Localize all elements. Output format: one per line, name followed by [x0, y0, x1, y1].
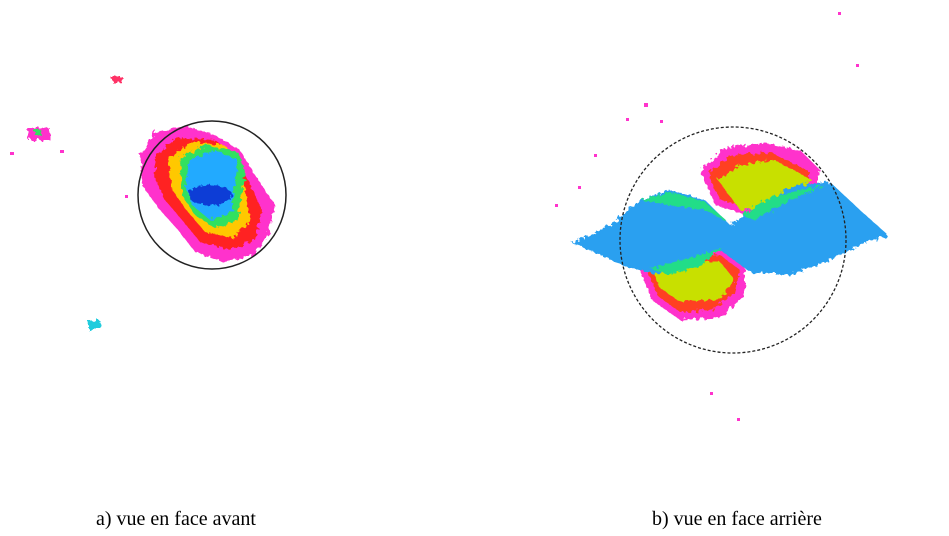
panel-b-specks [555, 12, 859, 421]
panel-b-circle [619, 126, 847, 354]
panel-b-image [572, 143, 888, 320]
panel-a-circle [137, 120, 287, 270]
panel-a-specks [10, 150, 128, 198]
panel-a-image [28, 76, 275, 330]
caption: b) vue en face arrière [652, 508, 822, 530]
caption: a) vue en face avant [96, 508, 256, 530]
